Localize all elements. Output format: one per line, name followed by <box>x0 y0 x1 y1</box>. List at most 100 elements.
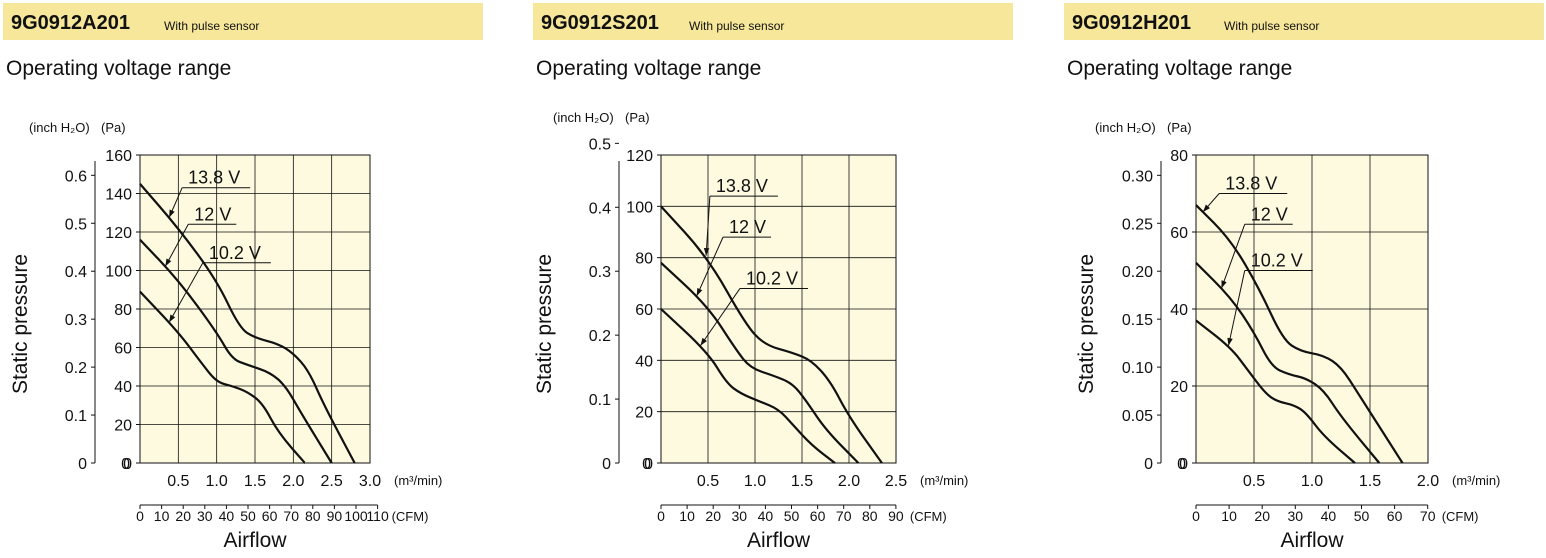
inch-tick-label: 0.5 <box>589 136 611 153</box>
pa-tick-label: 20 <box>114 418 132 435</box>
x-tick-label: 1.0 <box>744 473 766 490</box>
cfm-tick-label: 90 <box>327 508 343 524</box>
series-label: 10.2 V <box>209 243 261 263</box>
inch-tick-label: 0.1 <box>589 392 611 409</box>
x-zero-label: 0 <box>1177 456 1186 473</box>
inch-tick-label: 0.4 <box>65 264 87 281</box>
series-leader-arrow <box>165 258 172 267</box>
x-unit-label: (m³/min) <box>1452 473 1500 488</box>
cfm-tick-label: 100 <box>344 508 368 524</box>
pa-tick-label: 80 <box>635 251 653 268</box>
pa-tick-label: 140 <box>105 187 132 204</box>
x-axis-title: Airflow <box>747 529 811 552</box>
inch-tick-label: 0.6 <box>65 168 87 185</box>
model-header: 9G0912A201 With pulse sensor <box>3 3 483 40</box>
pa-tick-label: 0 <box>123 456 132 473</box>
inch-tick-label: 0.10 <box>1122 360 1153 377</box>
series-leader-line <box>164 224 189 267</box>
pa-unit-label: (Pa) <box>1167 120 1192 135</box>
series-label: 13.8 V <box>716 176 768 196</box>
cfm-unit-label: (CFM) <box>392 509 429 524</box>
cfm-tick-label: 30 <box>1288 508 1304 524</box>
pa-tick-label: 60 <box>635 302 653 319</box>
cfm-tick-label: 20 <box>705 508 721 524</box>
inch-tick-label: 0.05 <box>1122 408 1153 425</box>
x-tick-label: 2.0 <box>282 473 304 490</box>
inch-tick-label: 0 <box>78 456 87 473</box>
inch-tick-label: 0.20 <box>1122 264 1153 281</box>
cfm-tick-label: 70 <box>836 508 852 524</box>
pa-tick-label: 40 <box>114 379 132 396</box>
inch-tick-label: 0.1 <box>65 408 87 425</box>
chart-subtitle: Operating voltage range <box>536 57 762 80</box>
x-tick-label: 0.5 <box>167 473 189 490</box>
cfm-tick-label: 90 <box>888 508 904 524</box>
inch-unit-label: (inch H₂O) <box>553 110 614 125</box>
sensor-note: With pulse sensor <box>1224 19 1320 33</box>
series-leader-line <box>1227 270 1246 346</box>
series-leader-line <box>700 288 741 346</box>
inch-tick-label: 0.5 <box>65 216 87 233</box>
cfm-tick-label: 30 <box>197 508 213 524</box>
series-leader-line <box>1221 224 1246 289</box>
series-line-138v <box>660 205 883 464</box>
x-tick-label: 2.5 <box>885 473 907 490</box>
x-unit-label: (m³/min) <box>394 473 442 488</box>
series-line-12v <box>1195 262 1381 464</box>
series-line-12v <box>660 261 860 464</box>
inch-tick-label: 0 <box>602 456 611 473</box>
pa-tick-label: 40 <box>1170 302 1188 319</box>
cfm-tick-label: 70 <box>283 508 299 524</box>
pa-unit-label: (Pa) <box>625 110 650 125</box>
pa-tick-label: 40 <box>635 353 653 370</box>
series-leader-arrow <box>1227 337 1233 346</box>
y-axis-title: Static pressure <box>9 254 32 394</box>
sensor-note: With pulse sensor <box>689 19 785 33</box>
chart-9g0912a201: 02040608010012014016000.10.20.30.40.50.6… <box>9 120 442 552</box>
cfm-tick-label: 70 <box>1420 508 1436 524</box>
inch-tick-label: 0.15 <box>1122 312 1153 329</box>
series-leader-arrow <box>700 337 708 346</box>
pa-tick-label: 60 <box>114 341 132 358</box>
series-leader-arrow <box>1202 204 1210 212</box>
chart-subtitle: Operating voltage range <box>6 57 232 80</box>
series-line-12v <box>139 238 333 464</box>
series-leader-arrow <box>696 287 703 296</box>
panel-9g0912a201: 9G0912A201 With pulse sensor Operating v… <box>3 0 483 558</box>
cfm-tick-label: 60 <box>810 508 826 524</box>
x-tick-label: 2.0 <box>1417 473 1439 490</box>
cfm-tick-label: 50 <box>1354 508 1370 524</box>
series-leader-line <box>696 236 724 297</box>
cfm-tick-label: 20 <box>1254 508 1270 524</box>
series-label: 12 V <box>194 204 231 224</box>
cfm-tick-label: 20 <box>175 508 191 524</box>
cfm-tick-label: 60 <box>1387 508 1403 524</box>
inch-tick-label: 0.2 <box>589 328 611 345</box>
sensor-note: With pulse sensor <box>164 19 260 33</box>
x-tick-label: 2.0 <box>838 473 860 490</box>
inch-tick-label: 0.3 <box>65 312 87 329</box>
pa-tick-label: 0 <box>644 456 653 473</box>
cfm-tick-label: 50 <box>240 508 256 524</box>
cfm-tick-label: 50 <box>784 508 800 524</box>
inch-tick-label: 0 <box>1144 456 1153 473</box>
pa-tick-label: 20 <box>635 405 653 422</box>
model-name: 9G0912S201 <box>541 12 659 34</box>
series-leader-line <box>168 262 204 323</box>
cfm-tick-label: 0 <box>136 508 144 524</box>
series-label: 13.8 V <box>188 168 240 188</box>
cfm-unit-label: (CFM) <box>910 509 947 524</box>
cfm-tick-label: 0 <box>1192 508 1200 524</box>
x-tick-label: 1.0 <box>1301 473 1323 490</box>
x-tick-label: 0.5 <box>697 473 719 490</box>
model-name: 9G0912H201 <box>1072 12 1191 34</box>
cfm-tick-label: 10 <box>679 508 695 524</box>
pa-tick-label: 20 <box>1170 379 1188 396</box>
cfm-unit-label: (CFM) <box>1442 509 1479 524</box>
x-axis-title: Airflow <box>223 529 287 552</box>
x-tick-label: 2.5 <box>321 473 343 490</box>
model-name: 9G0912A201 <box>11 12 130 34</box>
series-line-102v <box>660 308 836 464</box>
inch-tick-label: 0.4 <box>589 200 611 217</box>
